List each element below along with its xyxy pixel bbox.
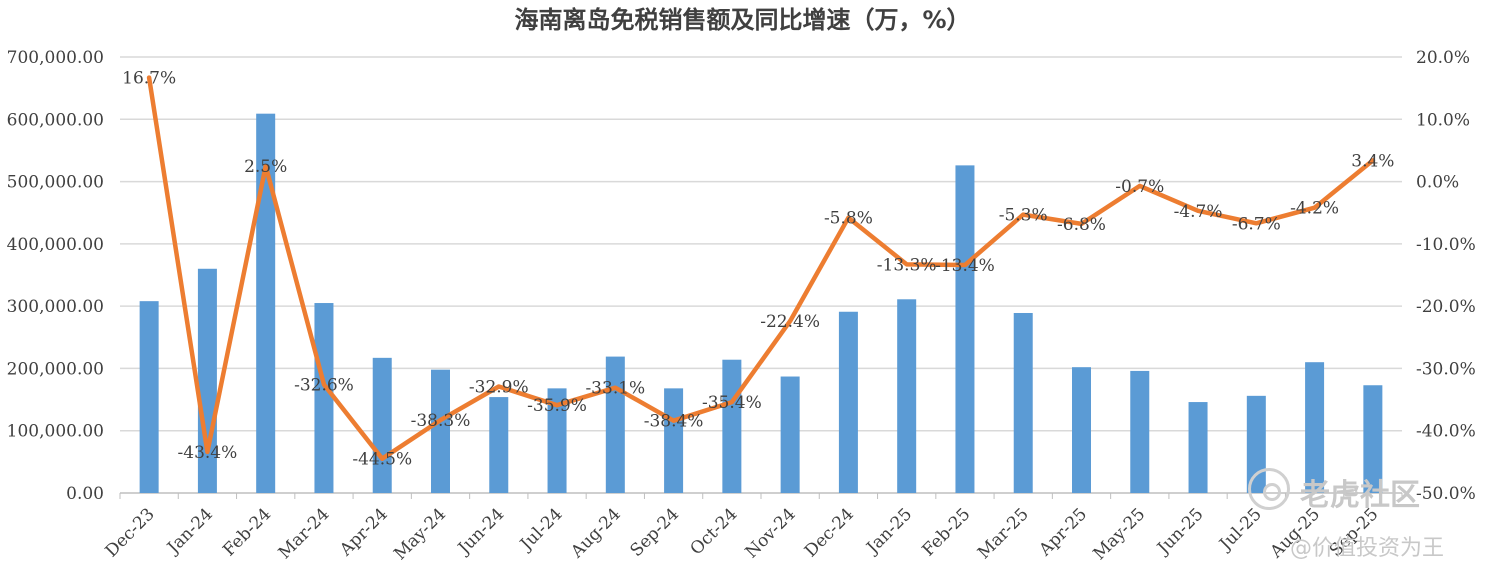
data-label: -5.3%	[999, 206, 1048, 226]
bar	[1305, 362, 1325, 493]
bar	[605, 356, 625, 493]
data-label: -4.7%	[1174, 202, 1223, 222]
x-tick-label: Jun-24	[453, 504, 508, 559]
y-right-tick-label: 0.0%	[1416, 173, 1459, 193]
data-label: 2.5%	[244, 157, 287, 177]
y-right-tick-label: -20.0%	[1416, 297, 1476, 317]
bar	[1013, 312, 1033, 493]
x-tick-label: Feb-24	[219, 504, 275, 560]
data-label: -6.8%	[1057, 215, 1106, 235]
x-tick-label: May-25	[1090, 504, 1150, 564]
bar	[664, 388, 684, 493]
bar	[897, 299, 917, 493]
data-label: -6.7%	[1232, 214, 1281, 234]
yoy-growth-line	[146, 75, 1376, 461]
y-right-tick-label: -50.0%	[1416, 484, 1476, 504]
data-label: -32.6%	[294, 376, 354, 396]
tiger-logo-icon	[1248, 468, 1290, 510]
x-tick-label: Jan-24	[162, 504, 217, 559]
data-label: -32.9%	[469, 377, 529, 397]
x-tick-label: May-24	[390, 504, 450, 564]
x-tick-label: Apr-24	[335, 504, 391, 560]
y-left-tick-label: 200,000.00	[7, 359, 104, 379]
bar	[1188, 402, 1208, 493]
x-tick-label: Dec-23	[102, 504, 159, 561]
y-right-tick-label: 10.0%	[1416, 110, 1470, 130]
data-label: -4.2%	[1290, 199, 1339, 219]
bar	[139, 301, 159, 493]
bar	[547, 388, 567, 493]
data-label: -43.4%	[178, 443, 238, 463]
x-tick-label: Nov-24	[742, 504, 800, 562]
bar	[780, 376, 800, 493]
data-label: 16.7%	[122, 69, 176, 89]
bar	[489, 397, 509, 493]
x-tick-label: Sep-24	[627, 504, 684, 561]
data-label: -38.3%	[411, 411, 471, 431]
y-left-tick-label: 400,000.00	[7, 235, 104, 255]
chart-title: 海南离岛免税销售额及同比增速（万，%）	[514, 6, 971, 34]
bar	[838, 311, 858, 493]
x-tick-label: Aug-24	[567, 504, 625, 562]
x-tick-label: Dec-24	[801, 504, 858, 561]
y-left-tick-label: 300,000.00	[7, 297, 104, 317]
data-label: -13.3%	[877, 255, 937, 275]
y-right-tick-label: -30.0%	[1416, 359, 1476, 379]
x-tick-label: Jul-25	[1215, 504, 1266, 555]
data-label: -13.4%	[935, 256, 995, 276]
y-right-tick-label: -10.0%	[1416, 235, 1476, 255]
data-label: -0.7%	[1115, 177, 1164, 197]
y-left-tick-label: 700,000.00	[7, 48, 104, 68]
watermark-brand: 老虎社区	[1300, 478, 1420, 513]
data-label: -35.9%	[527, 396, 587, 416]
data-label: -5.8%	[824, 209, 873, 229]
data-label: -33.1%	[585, 379, 645, 399]
y-left-tick-label: 500,000.00	[7, 173, 104, 193]
data-label: 3.4%	[1351, 151, 1394, 171]
y-right-tick-label: -40.0%	[1416, 422, 1476, 442]
data-label: -44.5%	[352, 450, 412, 470]
y-left-tick-label: 600,000.00	[7, 110, 104, 130]
data-label: -35.4%	[702, 393, 762, 413]
bar	[955, 165, 975, 493]
x-tick-label: Apr-25	[1035, 504, 1091, 560]
x-tick-label: Jun-25	[1152, 504, 1207, 559]
data-label: -38.4%	[644, 412, 704, 432]
x-tick-label: Jul-24	[515, 504, 566, 555]
bar	[314, 303, 334, 493]
y-left-tick-label: 100,000.00	[7, 422, 104, 442]
data-label: -22.4%	[760, 312, 820, 332]
bar	[372, 357, 392, 493]
x-tick-label: Mar-25	[974, 504, 1033, 563]
x-tick-label: Mar-24	[275, 504, 334, 563]
x-tick-label: Jan-25	[862, 504, 917, 559]
y-right-tick-label: 20.0%	[1416, 48, 1470, 68]
bar	[1072, 367, 1091, 493]
bar	[431, 369, 450, 493]
y-left-tick-label: 0.00	[66, 484, 104, 504]
bar	[722, 359, 742, 493]
x-tick-label: Feb-25	[918, 504, 974, 560]
bar	[256, 113, 276, 494]
bar	[1130, 370, 1150, 493]
watermark-author: @价值投资为王	[1290, 536, 1445, 561]
x-tick-label: Oct-24	[686, 504, 741, 559]
bar	[1363, 385, 1383, 493]
